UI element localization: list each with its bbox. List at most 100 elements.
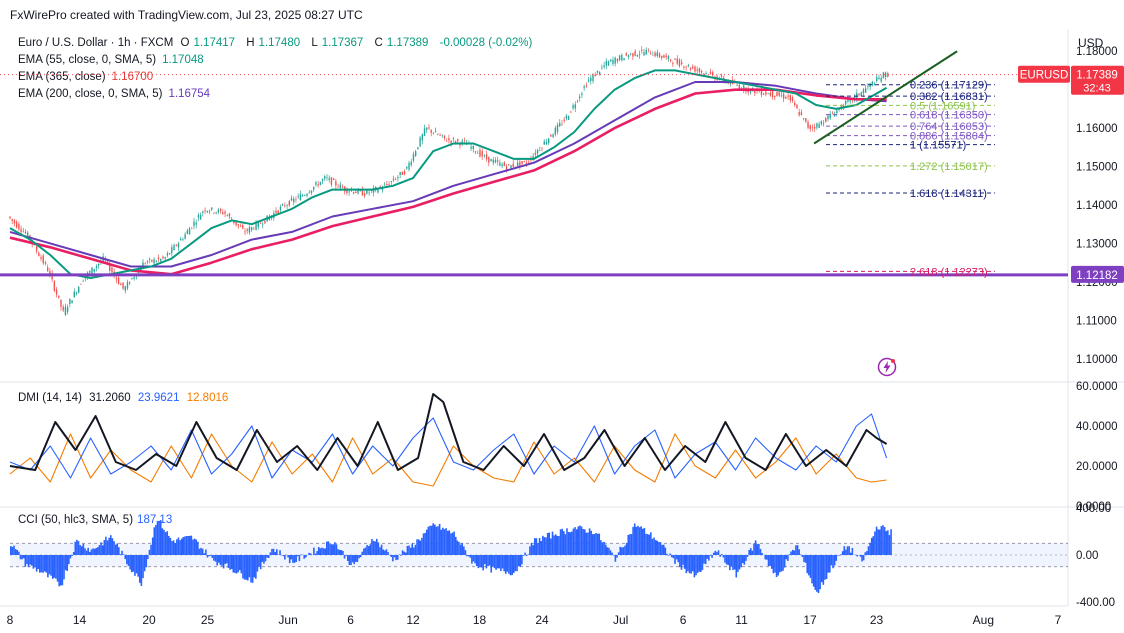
cci-bar (358, 555, 360, 559)
cci-bar (143, 555, 146, 572)
candle-body (324, 176, 326, 179)
cci-bar (604, 544, 607, 555)
cci-bar (737, 555, 739, 572)
ema55-legend[interactable]: EMA (55, close, 0, SMA, 5) 1.17048 (18, 54, 208, 66)
cci-bar (121, 550, 123, 555)
cci-legend[interactable]: CCI (50, hlc3, SMA, 5) 187.13 (18, 514, 176, 526)
cci-bar (79, 545, 81, 555)
candle-body (579, 96, 581, 99)
candle-body (197, 215, 200, 218)
candle-body (421, 134, 424, 141)
cci-bar (429, 525, 431, 555)
candle-body (720, 75, 723, 77)
candle-body (774, 95, 776, 98)
symbol-tag-text: EURUSD (1020, 70, 1069, 82)
candle-body (213, 212, 215, 214)
cci-bar (259, 555, 262, 570)
cci-bar (459, 544, 462, 555)
cci-bar (848, 546, 850, 555)
lightning-icon[interactable] (877, 357, 897, 377)
candle-body (290, 198, 293, 201)
cci-bar (76, 539, 78, 555)
cci-bar (501, 555, 504, 569)
candle-body (461, 140, 463, 143)
cci-bar (816, 555, 818, 592)
cci-bar (129, 555, 131, 570)
cci-bar (72, 552, 75, 555)
candle-body (15, 221, 18, 228)
cci-bar (883, 527, 886, 555)
cci-bar (374, 541, 376, 555)
candle-body (802, 118, 805, 119)
cci-bar (167, 535, 170, 555)
cci-bar (111, 538, 114, 555)
cci-bar (367, 546, 370, 555)
cci-bar (329, 544, 331, 555)
cci-bar (414, 544, 417, 555)
cci-bar (101, 545, 104, 555)
cci-bar (251, 555, 254, 583)
candle-body (308, 192, 310, 194)
cci-bar (27, 555, 30, 568)
candle-body (880, 77, 882, 82)
candle-body (882, 72, 885, 79)
cci-bar (703, 555, 705, 564)
cci-bar (725, 555, 728, 565)
cci-bar (619, 546, 622, 555)
fib-level-label: 1 (1.15571) (910, 140, 966, 152)
cci-bar (30, 555, 33, 566)
cci-bar (658, 542, 660, 555)
candle-body (53, 281, 56, 291)
cci-bar (487, 555, 489, 567)
cci-bar (759, 548, 762, 555)
cci-bar (637, 525, 639, 555)
candle-body (297, 195, 299, 197)
price-tick-label: 1.10000 (1076, 354, 1118, 366)
currency-label[interactable]: USD (1078, 36, 1104, 50)
ema200-legend[interactable]: EMA (200, close, 0, SMA, 5) 1.16754 (18, 88, 214, 100)
candle-body (55, 289, 58, 295)
cci-bar (432, 523, 434, 555)
candle-body (592, 74, 594, 82)
candle-body (250, 227, 253, 231)
cci-bar (590, 530, 592, 555)
cci-bar (335, 544, 338, 555)
cci-bar (770, 555, 773, 569)
candle-body (503, 162, 506, 166)
candle-body (348, 191, 350, 193)
cci-bar (888, 535, 891, 555)
cci-bar (819, 555, 821, 590)
candle-body (610, 59, 612, 62)
cci-bar (600, 540, 602, 555)
cci-bar (682, 555, 684, 565)
cci-bar (243, 555, 246, 580)
candle-body (685, 66, 687, 68)
cci-bar (683, 555, 686, 569)
cci-bar (179, 540, 181, 555)
cci-bar (674, 555, 676, 564)
cci-bar (314, 553, 317, 555)
cci-bar (806, 555, 809, 574)
candle-body (583, 86, 585, 89)
cci-bar (206, 555, 209, 558)
ema200-label: EMA (200, close, 0, SMA, 5) (18, 88, 163, 100)
time-tick-label: 6 (347, 613, 354, 627)
candle-body (317, 184, 319, 186)
cci-bar (29, 555, 31, 565)
candle-body (166, 253, 169, 256)
candle-body (605, 61, 608, 66)
cci-bar (209, 555, 212, 556)
cci-bar (330, 544, 333, 555)
cci-bar (105, 536, 107, 555)
candle-body (304, 195, 306, 196)
dmi-legend[interactable]: DMI (14, 14) 31.2060 23.9621 12.8016 (18, 392, 232, 404)
cci-bar (219, 555, 222, 565)
cci-bar (48, 555, 51, 575)
ema365-legend[interactable]: EMA (365, close) 1.16700 (18, 71, 157, 83)
candle-body (765, 91, 767, 95)
cci-bar (171, 541, 173, 555)
cci-bar (622, 547, 625, 555)
cci-bar (791, 549, 794, 555)
cci-bar (303, 555, 306, 559)
